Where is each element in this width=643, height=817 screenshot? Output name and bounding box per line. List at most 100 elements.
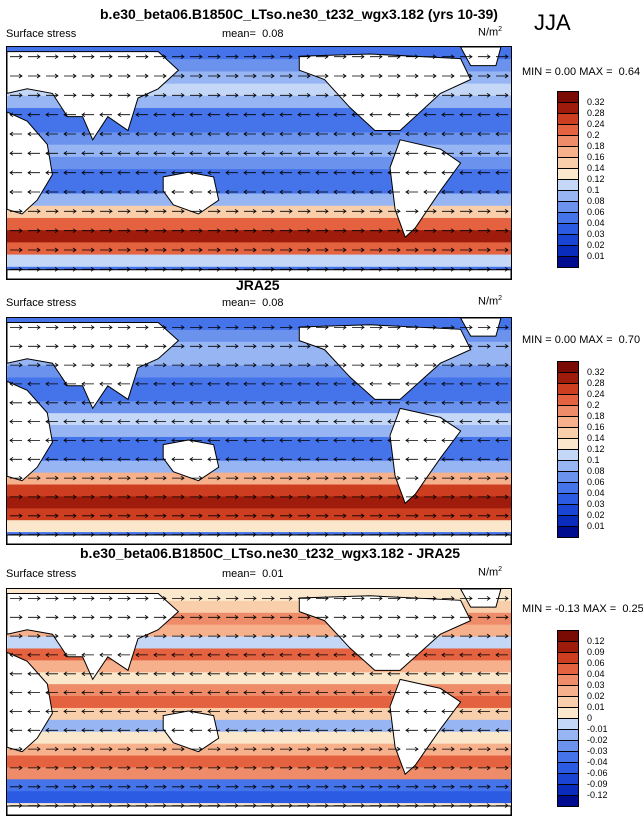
stress-vector-arrow [442, 614, 455, 620]
stress-vector-arrow [243, 112, 256, 118]
stress-vector-arrow [316, 92, 329, 98]
colorbar-level-label: 0.32 [587, 367, 605, 377]
stress-vector-arrow [405, 170, 418, 176]
panel-2-title: JRA25 [236, 277, 280, 293]
stress-vector-arrow [279, 438, 292, 443]
stress-vector-arrow [28, 614, 41, 620]
stress-vector-arrow [10, 325, 23, 330]
stress-vector-arrow [28, 633, 41, 639]
stress-vector-arrow [478, 614, 491, 620]
stress-vector-arrow [135, 381, 148, 387]
stress-vector-arrow [27, 727, 40, 733]
stress-vector-arrow [261, 438, 274, 443]
stress-vector-arrow [82, 532, 95, 537]
stress-vector-arrow [333, 189, 346, 195]
stress-vector-arrow [280, 343, 293, 349]
stress-vector-arrow [370, 266, 383, 272]
panel-3-variable: Surface stress [6, 568, 77, 580]
stress-vector-arrow [333, 671, 346, 677]
stress-vector-arrow [477, 419, 490, 424]
colorbar-level-label: -0.09 [587, 779, 608, 789]
stress-vector-arrow [351, 189, 364, 195]
stress-vector-arrow [135, 671, 148, 677]
stress-vector-arrow [135, 131, 148, 137]
stress-vector-arrow [208, 475, 221, 481]
stress-vector-arrow [154, 208, 167, 214]
panel-3-minmax: MIN = -0.13 MAX = 0.25 [522, 603, 643, 615]
stress-vector-arrow [496, 325, 509, 330]
stress-vector-arrow [316, 765, 329, 771]
stress-vector-arrow [261, 150, 274, 156]
stress-vector-arrow [315, 131, 328, 137]
stress-vector-arrow [10, 494, 23, 500]
stress-vector-arrow [298, 362, 311, 368]
stress-vector-arrow [316, 494, 329, 500]
zonal-band [7, 413, 511, 427]
stress-vector-arrow [315, 112, 328, 118]
panel-3-min: -0.13 [554, 603, 580, 615]
stress-vector-arrow [298, 228, 311, 234]
stress-vector-arrow [333, 456, 346, 462]
stress-vector-arrow [82, 54, 95, 60]
stress-vector-arrow [460, 803, 473, 808]
stress-vector-arrow [28, 325, 41, 330]
stress-vector-arrow [477, 381, 490, 387]
stress-vector-arrow [100, 614, 113, 620]
stress-vector-arrow [496, 73, 509, 79]
stress-vector-arrow [262, 614, 275, 620]
stress-vector-arrow [441, 170, 454, 176]
stress-vector-arrow [9, 170, 22, 176]
stress-vector-arrow [460, 73, 473, 79]
stress-vector-arrow [63, 131, 76, 137]
stress-vector-arrow [208, 765, 221, 771]
stress-vector-arrow [225, 690, 238, 695]
stress-vector-arrow [100, 532, 113, 537]
stress-vector-arrow [459, 690, 472, 695]
stress-vector-arrow [477, 690, 490, 695]
stress-vector-arrow [28, 513, 41, 519]
stress-vector-arrow [262, 475, 275, 481]
stress-vector-arrow [441, 709, 454, 714]
stress-vector-arrow [406, 633, 419, 639]
stress-vector-arrow [153, 400, 166, 406]
colorbar-swatch [557, 729, 579, 741]
stress-vector-arrow [27, 419, 40, 424]
stress-vector-arrow [442, 803, 455, 808]
stress-vector-arrow [459, 381, 472, 387]
stress-vector-arrow [333, 690, 346, 695]
stress-vector-arrow [226, 228, 239, 234]
stress-vector-arrow [64, 475, 77, 481]
colorbar-level-label: 0.28 [587, 378, 605, 388]
stress-vector-arrow [154, 92, 167, 98]
stress-vector-arrow [27, 400, 40, 406]
stress-vector-arrow [262, 266, 275, 272]
stress-vector-arrow [243, 652, 256, 658]
zonal-band [7, 460, 511, 474]
panel-2-map-plot [7, 318, 511, 544]
stress-vector-arrow [406, 54, 419, 60]
stress-vector-arrow [424, 54, 437, 60]
stress-vector-arrow [45, 381, 58, 387]
stress-vector-arrow [172, 494, 185, 500]
stress-vector-arrow [244, 208, 257, 214]
stress-vector-arrow [64, 54, 77, 60]
stress-vector-arrow [136, 247, 149, 253]
stress-vector-arrow [100, 228, 113, 234]
stress-vector-arrow [441, 727, 454, 733]
stress-vector-arrow [27, 456, 40, 462]
stress-vector-arrow [351, 438, 364, 443]
stress-vector-arrow [351, 400, 364, 406]
stress-vector-arrow [46, 73, 59, 79]
colorbar-level-label: -0.01 [587, 724, 608, 734]
stress-vector-arrow [10, 596, 23, 601]
stress-vector-arrow [82, 784, 95, 790]
stress-vector-arrow [63, 419, 76, 424]
panel-2-variable: Surface stress [6, 297, 77, 309]
stress-vector-arrow [369, 400, 382, 406]
stress-vector-arrow [136, 208, 149, 214]
stress-vector-arrow [315, 419, 328, 424]
stress-vector-arrow [153, 709, 166, 714]
stress-vector-arrow [441, 690, 454, 695]
stress-vector-arrow [226, 247, 239, 253]
stress-vector-arrow [280, 532, 293, 537]
